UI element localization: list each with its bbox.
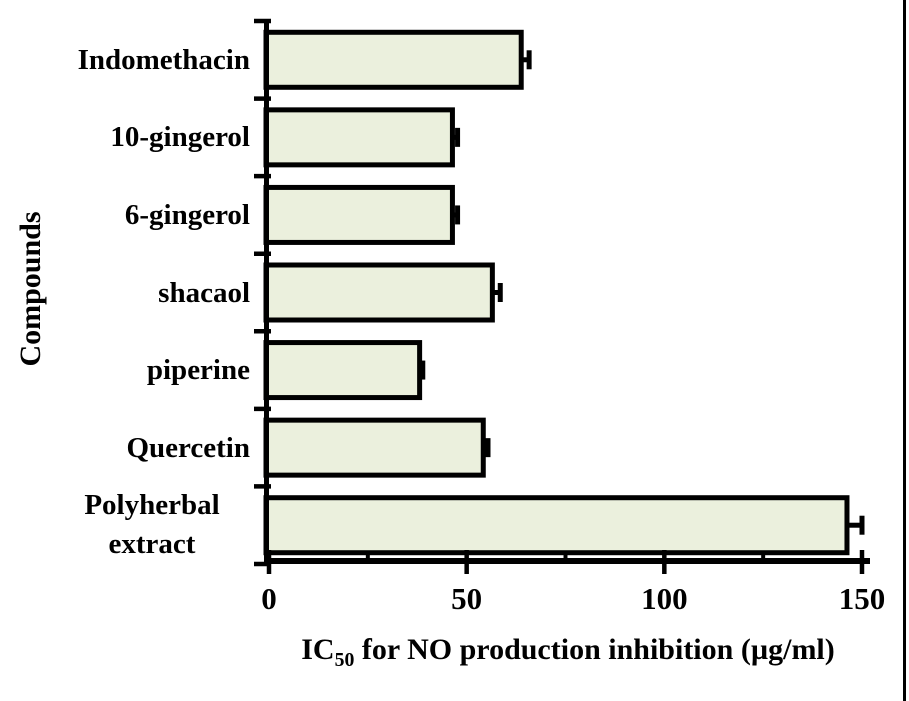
bar-piperine xyxy=(263,340,423,401)
x-tick-label-150: 150 xyxy=(838,581,886,616)
bar-polyherbal-extract xyxy=(263,495,850,556)
x-axis-title: IC50 for NO production inhibition (µg/ml… xyxy=(258,633,878,670)
x-axis-title-subscript: 50 xyxy=(334,649,355,671)
category-label-indomethacin: Indomethacin xyxy=(77,43,250,76)
figure-right-border xyxy=(903,0,906,701)
category-label-6-gingerol: 6-gingerol xyxy=(124,198,250,231)
x-tick-label-100: 100 xyxy=(641,581,688,616)
bar-indomethacin xyxy=(263,29,524,90)
x-tick-label-0: 0 xyxy=(261,581,277,616)
x-axis-title-prefix: IC xyxy=(301,633,335,666)
category-label-10-gingerol: 10-gingerol xyxy=(110,121,250,154)
bar-6-gingerol xyxy=(263,184,455,245)
x-tick-label-50: 50 xyxy=(451,581,483,616)
category-label-quercetin: Quercetin xyxy=(126,431,251,464)
category-label-piperine: piperine xyxy=(146,354,250,387)
bar-10-gingerol xyxy=(263,107,455,168)
bar-shacaol xyxy=(263,262,495,323)
category-label-polyherbal-extract: Polyherbal extract xyxy=(84,489,220,561)
x-axis-title-suffix: for NO production inhibition (µg/ml) xyxy=(354,633,835,666)
y-axis-title: Compounds xyxy=(14,211,47,367)
bar-quercetin xyxy=(263,417,486,478)
category-label-shacaol: shacaol xyxy=(158,276,250,309)
